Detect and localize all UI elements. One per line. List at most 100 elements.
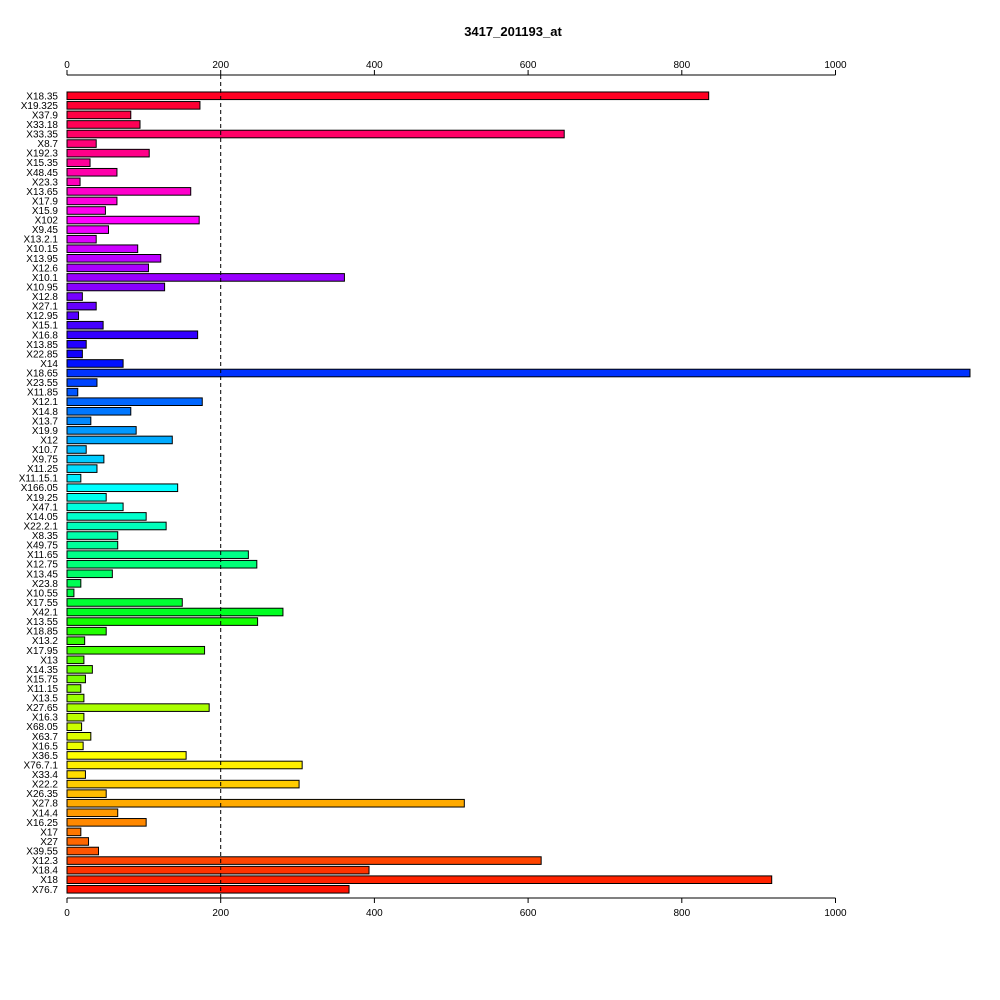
category-label: X33.4 <box>32 770 59 781</box>
bar <box>66 378 98 387</box>
category-label: X33.18 <box>26 120 58 131</box>
category-label: X19.9 <box>32 426 59 437</box>
category-label: X13.2.1 <box>24 235 59 246</box>
category-label: X15.1 <box>32 321 59 332</box>
category-label: X10.15 <box>26 244 58 255</box>
bar <box>66 416 92 426</box>
category-label: X18.85 <box>26 627 58 638</box>
bar <box>66 426 137 435</box>
category-label: X14 <box>40 359 58 370</box>
bar <box>66 320 104 330</box>
tick-label: 600 <box>520 908 537 919</box>
bar <box>66 225 109 234</box>
bar <box>66 330 199 340</box>
bar <box>66 856 542 865</box>
bar <box>66 770 86 779</box>
bar <box>66 521 167 531</box>
category-label: X11.85 <box>27 388 58 399</box>
tick-label: 1000 <box>824 60 847 71</box>
bar <box>66 693 85 703</box>
category-label: X10.7 <box>32 445 59 456</box>
category-label: X8.7 <box>37 139 58 150</box>
category-label: X23.55 <box>26 378 58 389</box>
category-label: X16.3 <box>32 713 59 724</box>
bar <box>66 665 93 674</box>
category-label: X9.45 <box>32 225 59 236</box>
bar <box>66 206 106 215</box>
category-label: X18.35 <box>26 91 58 102</box>
bar <box>66 818 147 827</box>
tick-label: 800 <box>673 60 690 71</box>
category-label: X63.7 <box>32 732 59 743</box>
bar <box>66 626 107 636</box>
category-label: X14.35 <box>26 665 58 676</box>
bar <box>66 712 85 722</box>
bar <box>66 636 86 646</box>
category-label: X16.8 <box>32 330 59 341</box>
bar <box>66 588 75 598</box>
category-label: X192.3 <box>26 149 58 160</box>
bar <box>66 454 105 464</box>
category-label: X12.95 <box>26 311 58 322</box>
bar <box>66 187 192 196</box>
category-label: X14.8 <box>32 407 59 418</box>
bar <box>66 598 183 607</box>
bar <box>66 435 173 445</box>
bar <box>66 798 465 808</box>
category-label: X15.9 <box>32 206 59 217</box>
bar <box>66 148 150 158</box>
category-label: X11.65 <box>27 550 58 561</box>
category-label: X13 <box>40 655 58 666</box>
bar <box>66 254 162 263</box>
category-label: X33.35 <box>26 130 58 141</box>
bar <box>66 282 166 292</box>
category-label: X12 <box>40 435 58 446</box>
top-axis: 0 200 400 600 800 1000 <box>64 60 847 76</box>
category-label: X27.1 <box>32 302 59 313</box>
bar <box>66 607 284 617</box>
bar <box>66 129 565 139</box>
category-label: X12.6 <box>32 263 59 274</box>
category-label: X18.4 <box>32 866 59 877</box>
category-label: X22.2 <box>32 780 59 791</box>
category-label: X9.75 <box>32 455 59 466</box>
category-label: X39.55 <box>26 847 58 858</box>
bar <box>66 846 100 856</box>
category-label: X22.85 <box>26 349 58 360</box>
bottom-axis: 0 200 400 600 800 1000 <box>64 897 847 919</box>
bar <box>66 703 210 712</box>
bar <box>66 196 118 206</box>
category-label: X10.55 <box>26 588 58 599</box>
bar <box>66 684 82 693</box>
category-label: X10.95 <box>26 282 58 293</box>
category-label: X26.35 <box>26 789 58 800</box>
category-label: X13.2 <box>32 636 59 647</box>
bar <box>66 139 97 148</box>
bar <box>66 340 87 349</box>
bar <box>66 760 303 770</box>
category-label: X11.15.1 <box>19 474 59 485</box>
bar <box>66 445 87 454</box>
category-label: X166.05 <box>21 483 59 494</box>
bar <box>66 406 132 416</box>
category-label: X22.2.1 <box>24 521 59 532</box>
tick-label: 200 <box>212 908 229 919</box>
bar <box>66 674 86 684</box>
category-label: X19.25 <box>26 493 58 504</box>
bar <box>66 512 147 521</box>
category-label: X14.4 <box>32 808 59 819</box>
category-label: X19.325 <box>21 101 59 112</box>
category-label: X13.65 <box>26 187 58 198</box>
category-label: X49.75 <box>26 541 58 552</box>
tick-label: 0 <box>64 60 70 71</box>
category-label: X16.5 <box>32 741 59 752</box>
bar <box>66 359 124 368</box>
bar <box>66 167 118 177</box>
bar <box>66 569 113 579</box>
category-label: X13.95 <box>26 254 58 265</box>
bars <box>66 91 971 894</box>
category-label: X15.75 <box>26 674 58 685</box>
bar <box>66 244 139 254</box>
category-label: X18.65 <box>26 369 58 380</box>
